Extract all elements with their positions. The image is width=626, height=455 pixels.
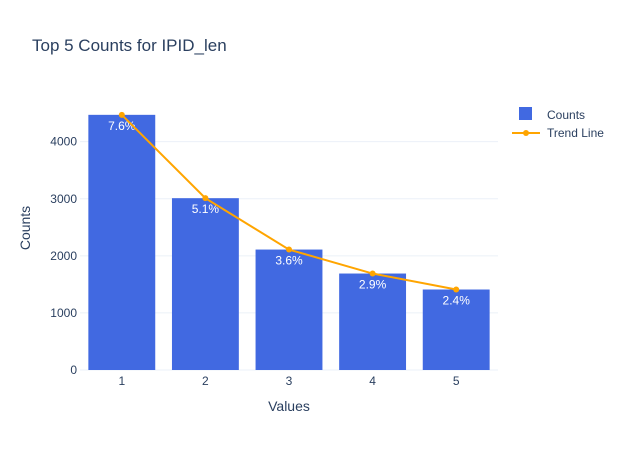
x-tick-label: 1: [118, 374, 125, 388]
x-tick-label: 5: [453, 374, 460, 388]
x-tick-label: 3: [286, 374, 293, 388]
bar-data-label: 3.6%: [275, 254, 303, 268]
trend-line-point[interactable]: [202, 195, 209, 202]
x-tick-label: 4: [369, 374, 376, 388]
x-tick-label: 2: [202, 374, 209, 388]
trend-line-series: [118, 111, 460, 293]
y-tick-label: 3000: [50, 192, 77, 206]
y-tick-label: 1000: [50, 306, 77, 320]
legend-marker-trend-line: [523, 130, 529, 136]
legend-label-counts: Counts: [547, 108, 585, 122]
legend-label-trend-line: Trend Line: [547, 126, 604, 140]
legend-item-trend-line[interactable]: Trend Line: [512, 126, 604, 140]
bar[interactable]: [171, 198, 239, 370]
trend-line-point[interactable]: [369, 270, 376, 277]
trend-line-point[interactable]: [118, 111, 125, 118]
y-axis-title: Counts: [17, 206, 33, 250]
bar-data-labels: 7.6%5.1%3.6%2.9%2.4%: [108, 119, 470, 308]
bar-data-label: 5.1%: [192, 202, 220, 216]
chart-title: Top 5 Counts for IPID_len: [32, 36, 227, 55]
y-tick-label: 0: [70, 363, 77, 377]
bar[interactable]: [339, 273, 407, 370]
bar-series: [88, 114, 490, 371]
bar[interactable]: [255, 249, 323, 370]
bar-data-label: 2.9%: [359, 278, 387, 292]
x-axis-title: Values: [268, 398, 310, 414]
legend-swatch-counts: [519, 107, 532, 120]
bar-data-label: 2.4%: [443, 294, 471, 308]
trend-line-point[interactable]: [286, 246, 292, 253]
y-tick-label: 2000: [50, 249, 77, 263]
y-tick-label: 4000: [50, 135, 77, 149]
bar[interactable]: [88, 114, 156, 371]
bar[interactable]: [422, 289, 490, 370]
axes: 0 1000 2000 3000 4000 1 2 3 4 5: [50, 135, 460, 388]
trend-line-point[interactable]: [453, 286, 460, 293]
legend-item-counts[interactable]: Counts: [519, 107, 585, 122]
legend: Counts Trend Line: [512, 107, 604, 140]
